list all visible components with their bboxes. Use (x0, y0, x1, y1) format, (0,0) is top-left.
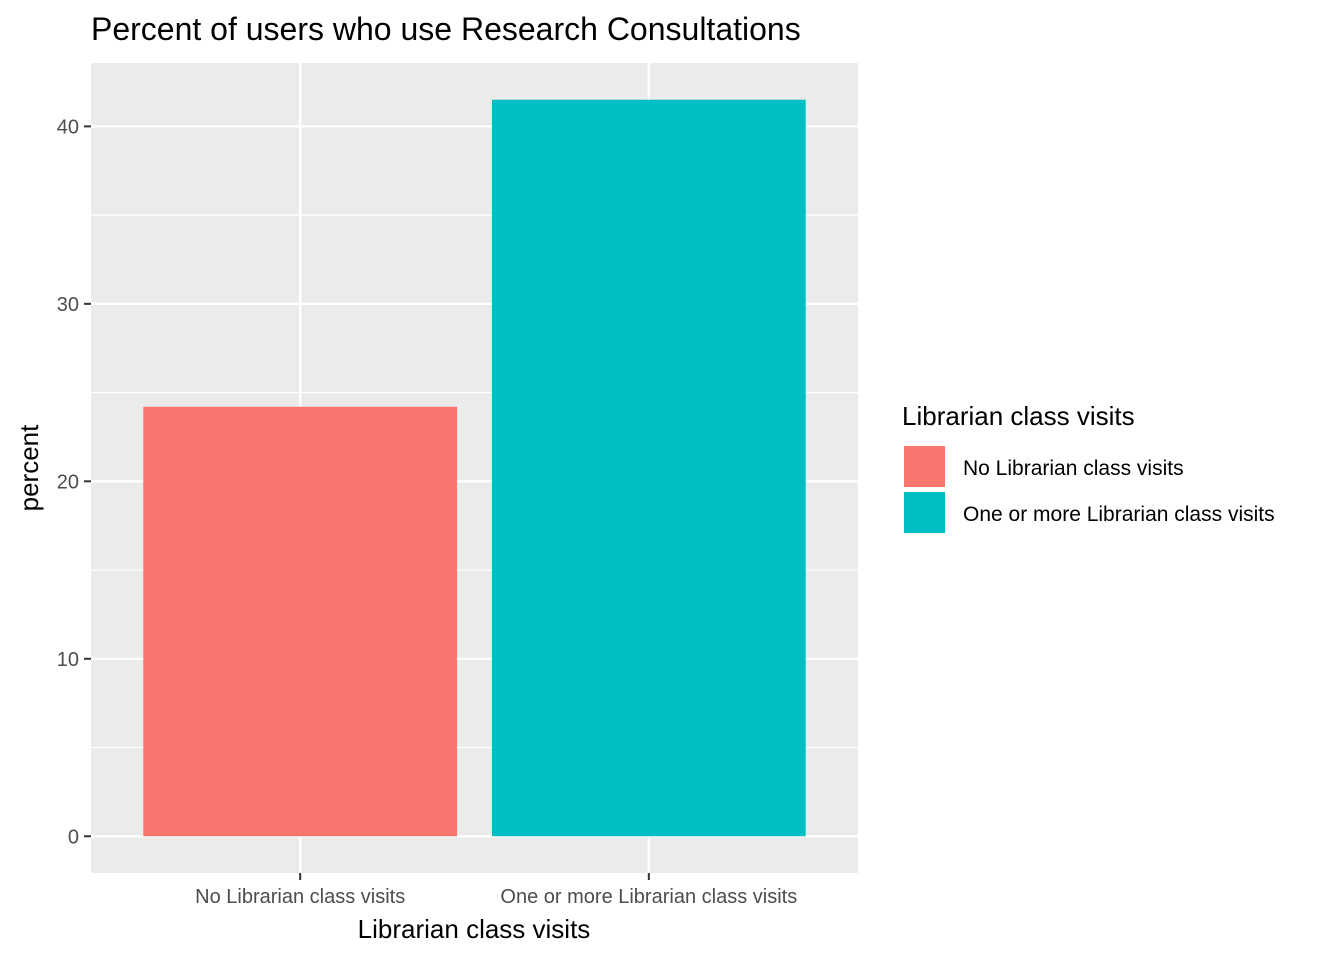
y-tick-label: 10 (57, 649, 79, 671)
x-axis-title: Librarian class visits (358, 914, 591, 944)
y-tick-label: 30 (57, 294, 79, 316)
bars (143, 99, 806, 837)
legend-title: Librarian class visits (902, 401, 1135, 431)
legend-swatch-1 (902, 444, 947, 489)
y-tick-label: 40 (57, 116, 79, 138)
y-tick-label: 0 (68, 826, 79, 848)
x-tick-label: One or more Librarian class visits (500, 886, 797, 908)
x-axis: No Librarian class visits One or more Lib… (195, 873, 797, 908)
y-tick-label: 20 (57, 471, 79, 493)
x-tick-label: No Librarian class visits (195, 886, 405, 908)
bar-2 (491, 99, 806, 837)
legend-label-1: No Librarian class visits (963, 457, 1184, 480)
bar-1 (143, 406, 458, 837)
legend-items: No Librarian class visits One or more Lib… (902, 444, 1275, 535)
chart-title: Percent of users who use Research Consul… (91, 11, 801, 47)
y-axis-title: percent (14, 424, 44, 511)
legend-label-2: One or more Librarian class visits (963, 503, 1275, 526)
y-axis: 0 10 20 30 40 (57, 116, 91, 848)
legend: Librarian class visits No Librarian clas… (902, 401, 1275, 535)
legend-swatch-2 (902, 490, 947, 535)
